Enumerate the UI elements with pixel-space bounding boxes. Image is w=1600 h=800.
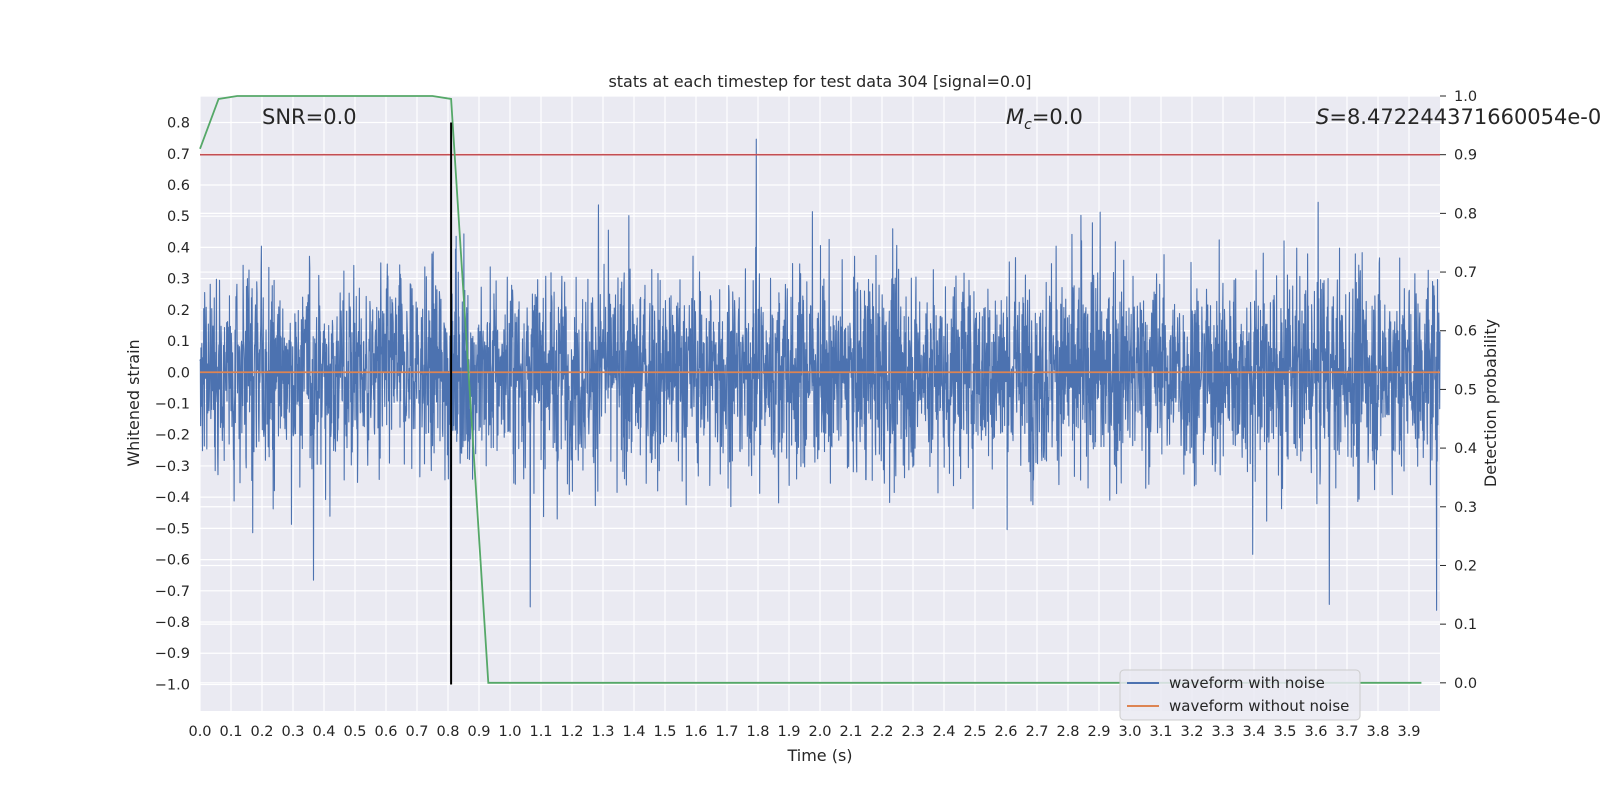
y-tick-label: 0.1 — [167, 334, 190, 350]
x-tick-label: 3.1 — [1149, 724, 1172, 740]
y2-tick-label: 1.0 — [1454, 89, 1477, 105]
y2-tick-label: 0.4 — [1454, 441, 1477, 457]
legend-box — [1119, 669, 1361, 721]
y2-tick-label: 0.8 — [1454, 206, 1477, 222]
x-tick-label: 0.6 — [374, 724, 397, 740]
x-tick-label: 0.2 — [250, 724, 273, 740]
legend-label-noise: waveform with noise — [1169, 674, 1325, 692]
x-tick-label: 3.9 — [1397, 724, 1420, 740]
snr-annotation: SNR=0.0 — [262, 105, 357, 129]
x-tick-label: 2.5 — [963, 724, 986, 740]
x-tick-label: 3.7 — [1335, 724, 1358, 740]
y-tick-label: 0.0 — [167, 365, 190, 381]
y-tick-label: 0.3 — [167, 272, 190, 288]
x-tick-label: 3.8 — [1366, 724, 1389, 740]
y-tick-label: −1.0 — [155, 677, 190, 693]
detection-probability-line — [199, 95, 1422, 684]
y2-tick-label: 0.0 — [1454, 676, 1477, 692]
axis-ticks: 0.8 0.7 0.6 0.5 0.4 0.3 0.2 0.1 0.0 −0.1 −0.2 −0.3 −… — [155, 89, 1477, 740]
x-tick-label: 3.6 — [1304, 724, 1327, 740]
x-tick-label: 2.6 — [994, 724, 1017, 740]
x-tick-label: 1.7 — [715, 724, 738, 740]
y-tick-label: 0.2 — [167, 303, 190, 319]
y-tick-label: −0.4 — [155, 490, 190, 506]
x-tick-label: 0.1 — [219, 724, 242, 740]
y2-tick-label: 0.7 — [1454, 265, 1477, 281]
x-tick-label: 2.1 — [839, 724, 862, 740]
y-tick-label: 0.5 — [167, 209, 190, 225]
x-tick-label: 1.3 — [591, 724, 614, 740]
x-tick-label: 2.7 — [1025, 724, 1048, 740]
y-tick-label: 0.4 — [167, 240, 190, 256]
y-tick-label: −0.8 — [155, 615, 190, 631]
x-tick-label: 0.9 — [467, 724, 490, 740]
x-tick-label: 2.8 — [1056, 724, 1079, 740]
x-tick-label: 0.4 — [312, 724, 335, 740]
series-waveform-with-noise — [199, 138, 1441, 611]
x-tick-label: 3.3 — [1211, 724, 1234, 740]
y-tick-label: −0.6 — [155, 553, 190, 569]
y-tick-label: −0.9 — [155, 646, 190, 662]
y2-tick-label: 0.9 — [1454, 148, 1477, 164]
x-axis-label: Time (s) — [786, 746, 852, 765]
x-tick-label: 0.7 — [405, 724, 428, 740]
x-tick-label: 3.4 — [1242, 724, 1265, 740]
y2-tick-label: 0.1 — [1454, 617, 1477, 633]
y-tick-label: 0.6 — [167, 178, 190, 194]
y-tick-label: 0.7 — [167, 147, 190, 163]
x-tick-label: 1.5 — [653, 724, 676, 740]
x-tick-label: 2.3 — [901, 724, 924, 740]
legend: waveform with noise waveform without noi… — [1119, 669, 1361, 721]
x-tick-label: 1.9 — [777, 724, 800, 740]
y-tick-label: −0.1 — [155, 397, 190, 413]
chart-title: stats at each timestep for test data 304… — [608, 72, 1031, 91]
x-tick-label: 0.8 — [436, 724, 459, 740]
x-tick-label: 3.0 — [1118, 724, 1141, 740]
waveform-with-noise-line — [199, 138, 1441, 611]
x-tick-label: 1.2 — [560, 724, 583, 740]
x-tick-label: 1.6 — [684, 724, 707, 740]
y-tick-label: 0.8 — [167, 116, 190, 132]
x-tick-label: 2.0 — [808, 724, 831, 740]
x-tick-label: 0.5 — [343, 724, 366, 740]
x-tick-label: 0.0 — [188, 724, 211, 740]
y-axis-label: Whitened strain — [124, 339, 143, 466]
y2-tick-label: 0.5 — [1454, 382, 1477, 398]
x-tick-label: 2.4 — [932, 724, 955, 740]
x-tick-label: 1.1 — [529, 724, 552, 740]
y2-tick-label: 0.3 — [1454, 500, 1477, 516]
x-tick-label: 1.0 — [498, 724, 521, 740]
x-tick-label: 3.5 — [1273, 724, 1296, 740]
y2-tick-label: 0.2 — [1454, 558, 1477, 574]
y-tick-label: −0.3 — [155, 459, 190, 475]
chirp-mass-annotation: Mc=0.0 — [1006, 105, 1083, 133]
y-tick-label: −0.2 — [155, 428, 190, 444]
y2-tick-label: 0.6 — [1454, 324, 1477, 340]
x-tick-label: 3.2 — [1180, 724, 1203, 740]
x-tick-label: 2.9 — [1087, 724, 1110, 740]
s-annotation: S=8.472244371660054e-0 — [1316, 105, 1600, 129]
y-tick-label: −0.7 — [155, 584, 190, 600]
series-lines — [199, 95, 1440, 685]
x-tick-label: 2.2 — [870, 724, 893, 740]
y-tick-label: −0.5 — [155, 521, 190, 537]
x-tick-label: 0.3 — [281, 724, 304, 740]
x-tick-label: 1.8 — [746, 724, 769, 740]
x-tick-label: 1.4 — [622, 724, 645, 740]
y2-axis-label: Detection probability — [1481, 319, 1500, 487]
legend-label-clean: waveform without noise — [1169, 697, 1349, 715]
